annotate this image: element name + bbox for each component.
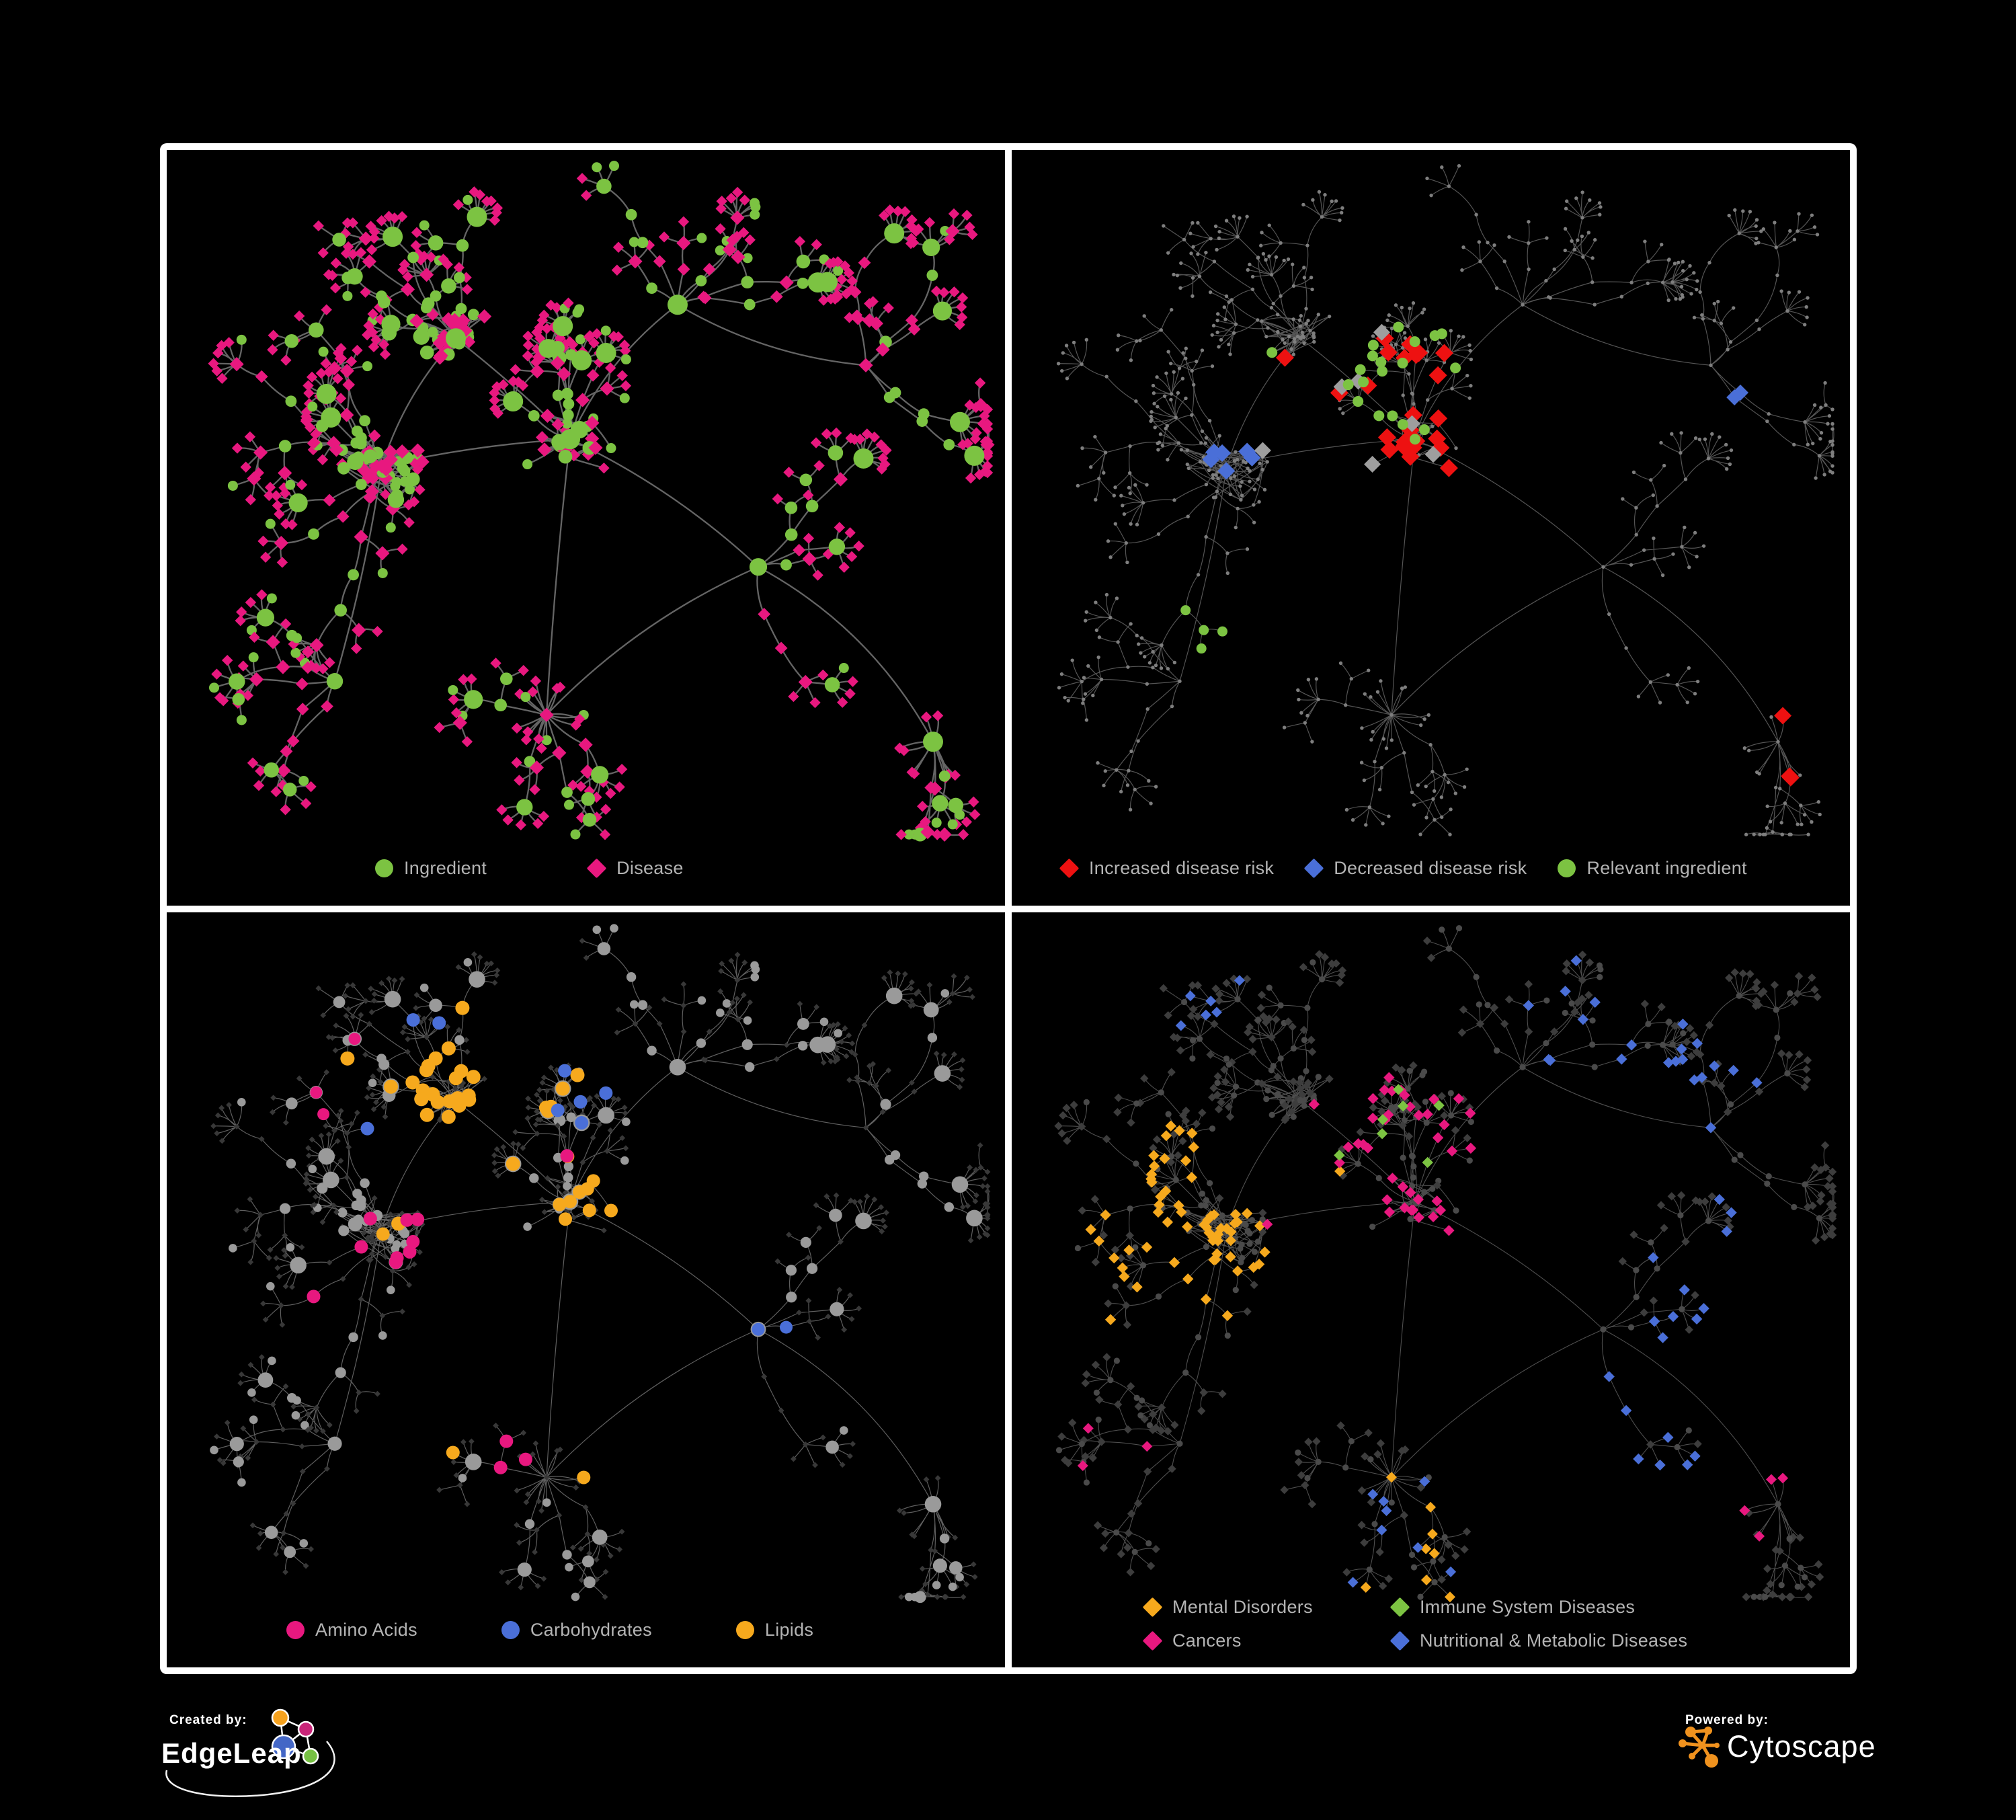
diamond-marker-icon	[1389, 1597, 1410, 1618]
legend-label: Carbohydrates	[530, 1620, 652, 1640]
cytoscape-wordmark: Cytoscape	[1727, 1729, 1876, 1764]
legend-item-carbohydrates: Carbohydrates	[501, 1620, 652, 1640]
cytoscape-glyph-nodes	[1679, 1727, 1720, 1768]
legend-item-nutritional-metabolic-diseases: Nutritional & Metabolic Diseases	[1389, 1630, 1688, 1651]
edgeleap-wordmark: EdgeLeap	[161, 1737, 302, 1769]
powered-by-label: Powered by:	[1685, 1713, 1769, 1727]
edgeleap-node-magenta-icon	[297, 1720, 315, 1738]
legend-disease-risk: Increased disease risk Decreased disease …	[1059, 857, 1747, 879]
legend-compound-classes: Amino Acids Carbohydrates Lipids	[286, 1620, 813, 1640]
circle-marker-icon	[1558, 859, 1576, 877]
network-graph-compound-classes	[210, 923, 991, 1603]
legend-item-increased-disease-risk: Increased disease risk	[1059, 857, 1275, 879]
legend-item-ingredient: Ingredient	[375, 858, 487, 879]
network-graph-ingredient-disease	[208, 161, 995, 842]
diamond-marker-icon	[586, 858, 607, 878]
created-by-label: Created by:	[169, 1713, 247, 1727]
legend-label: Disease	[616, 857, 684, 878]
legend-label: Mental Disorders	[1172, 1597, 1313, 1617]
panel-compound-classes: Amino Acids Carbohydrates Lipids	[167, 912, 1005, 1667]
legend-label: Amino Acids	[315, 1620, 417, 1640]
figure-grid: Ingredient Disease Increased disease risk…	[160, 143, 1857, 1674]
edgeleap-node-green-icon	[302, 1747, 319, 1765]
legend-item-relevant-ingredient: Relevant ingredient	[1558, 857, 1747, 879]
panel-disease-risk: Increased disease risk Decreased disease …	[1012, 150, 1850, 906]
diamond-marker-icon	[1389, 1630, 1410, 1651]
diamond-marker-icon	[1142, 1597, 1163, 1618]
cytoscape-logo: Powered by: Cytoscape	[1679, 1713, 1876, 1768]
legend-item-decreased-disease-risk: Decreased disease risk	[1303, 857, 1527, 879]
edgeleap-swoosh	[165, 1741, 335, 1797]
legend-item-amino-acids: Amino Acids	[286, 1620, 417, 1640]
diamond-marker-icon	[1303, 858, 1324, 878]
circle-marker-icon	[735, 1621, 754, 1639]
edgeleap-logo: Created by: EdgeLeap	[161, 1708, 335, 1797]
legend-item-cancers: Cancers	[1142, 1630, 1391, 1651]
panel-ingredient-disease: Ingredient Disease	[167, 150, 1005, 906]
legend-label: Lipids	[764, 1620, 814, 1640]
legend-label: Increased disease risk	[1089, 857, 1275, 878]
diamond-marker-icon	[1059, 858, 1080, 878]
circle-marker-icon	[286, 1621, 305, 1639]
legend-label: Ingredient	[404, 857, 487, 878]
diamond-marker-icon	[1142, 1630, 1163, 1651]
panel-disease-classes: Mental Disorders Immune System Diseases Ca…	[1012, 912, 1850, 1667]
circle-marker-icon	[375, 859, 393, 877]
edgeleap-node-blue-icon	[271, 1734, 296, 1759]
legend-label: Decreased disease risk	[1334, 857, 1527, 878]
legend-item-lipids: Lipids	[735, 1620, 814, 1640]
legend-ingredient-disease: Ingredient Disease	[375, 858, 684, 879]
legend-label: Immune System Diseases	[1420, 1597, 1636, 1617]
legend-disease-classes: Mental Disorders Immune System Diseases Ca…	[1142, 1597, 1688, 1651]
legend-label: Nutritional & Metabolic Diseases	[1420, 1630, 1688, 1651]
network-graph-disease-risk	[1056, 163, 1834, 836]
legend-item-disease: Disease	[586, 857, 684, 879]
circle-marker-icon	[501, 1621, 520, 1639]
network-graph-disease-classes	[1054, 924, 1837, 1602]
legend-label: Cancers	[1172, 1630, 1242, 1651]
legend-item-immune-system-diseases: Immune System Diseases	[1389, 1597, 1687, 1618]
legend-item-mental-disorders: Mental Disorders	[1142, 1597, 1391, 1618]
edgeleap-node-orange-icon	[271, 1708, 290, 1727]
legend-label: Relevant ingredient	[1586, 857, 1747, 878]
